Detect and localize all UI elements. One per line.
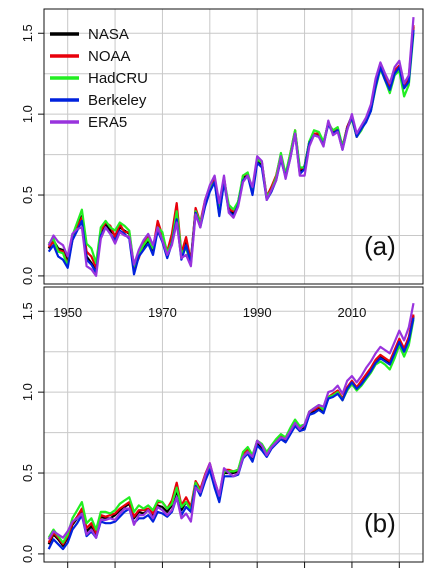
panel-a-yaxis: 0.0 0.5 1.0 1.5 (20, 24, 44, 285)
series-line-era5 (47, 302, 415, 540)
panel-a-series (47, 17, 415, 277)
x-tick-label: 1990 (243, 305, 272, 320)
x-tick-label: 1970 (148, 305, 177, 320)
y-tick-label: 1.0 (20, 105, 35, 123)
series-line-hadcru (47, 319, 415, 544)
panel-b-series (47, 302, 415, 551)
y-tick-label: 0.5 (20, 186, 35, 204)
legend-label-berkeley: Berkeley (88, 92, 147, 109)
y-tick-label: 1.5 (20, 302, 35, 320)
y-tick-label: 0.0 (20, 545, 35, 563)
series-line-era5 (47, 17, 415, 277)
panel-b-frame (43, 286, 424, 563)
x-tick-label: 2010 (337, 305, 366, 320)
panel-b-yaxis: 0.0 0.5 1.0 1.5 (20, 302, 44, 563)
panel-b: 0.0 0.5 1.0 1.5 1950 1970 1990 2010 (b) (20, 286, 424, 568)
panel-a-legend: NASA NOAA HadCRU Berkeley ERA5 (50, 26, 148, 131)
panel-a-frame (43, 8, 424, 285)
panel-b-label: (b) (364, 508, 396, 538)
y-tick-label: 1.5 (20, 24, 35, 42)
panel-a-grid (44, 9, 423, 284)
series-line-berkeley (47, 29, 415, 276)
legend-label-hadcru: HadCRU (88, 70, 148, 87)
y-tick-label: 0.5 (20, 464, 35, 482)
y-tick-label: 0.0 (20, 267, 35, 285)
legend-label-era5: ERA5 (88, 114, 127, 131)
x-tick-label: 1950 (53, 305, 82, 320)
legend-label-noaa: NOAA (88, 48, 131, 65)
series-line-berkeley (47, 317, 415, 551)
legend-label-nasa: NASA (88, 26, 129, 43)
panel-a-label: (a) (364, 231, 396, 261)
y-tick-label: 1.0 (20, 383, 35, 401)
panel-b-xaxis: 1950 1970 1990 2010 (53, 305, 400, 568)
panel-a: 0.00.51.01.5 NASANOAAHadCRUBerkeleyERA5 … (20, 8, 424, 285)
series-line-noaa (47, 314, 415, 546)
